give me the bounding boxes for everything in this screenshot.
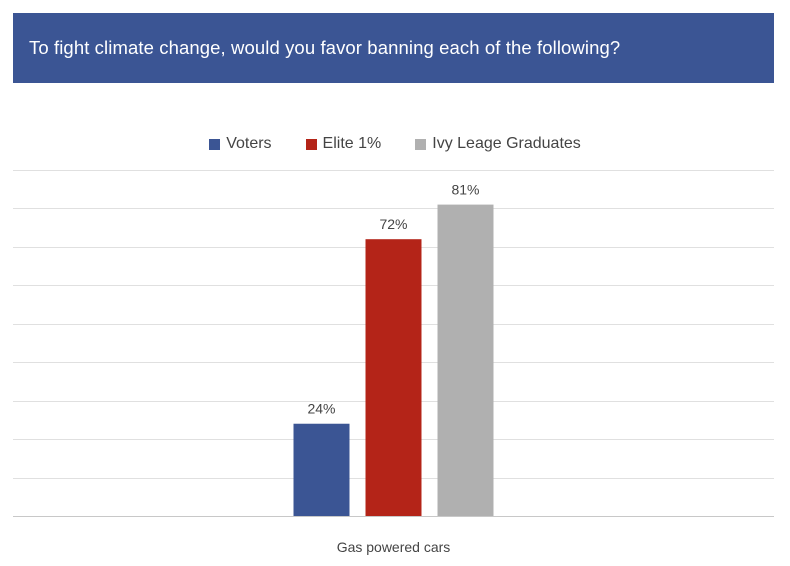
legend-label-voters: Voters (226, 135, 272, 152)
x-tick-label: Gas powered cars (337, 539, 451, 555)
chart-legend: Voters Elite 1% Ivy Leage Graduates (0, 133, 790, 155)
bar-ivy-leage-graduates (437, 204, 494, 516)
data-label-ivy-leage-graduates: 81% (451, 182, 479, 198)
data-label-elite-1-: 72% (379, 216, 407, 232)
legend-item-voters: Voters (209, 135, 272, 153)
legend-item-elite: Elite 1% (305, 135, 382, 153)
bar-elite-1- (365, 239, 422, 516)
chart-title: To fight climate change, would you favor… (29, 37, 621, 58)
legend-swatch-elite (305, 138, 317, 150)
legend-item-ivy: Ivy Leage Graduates (415, 135, 581, 153)
legend-swatch-ivy (415, 138, 427, 150)
bar-voters (293, 423, 350, 516)
legend-label-ivy: Ivy Leage Graduates (432, 135, 581, 152)
chart-title-bar: To fight climate change, would you favor… (13, 13, 774, 83)
legend-label-elite: Elite 1% (322, 135, 382, 152)
legend-swatch-voters (209, 138, 221, 150)
data-label-voters: 24% (307, 401, 335, 417)
